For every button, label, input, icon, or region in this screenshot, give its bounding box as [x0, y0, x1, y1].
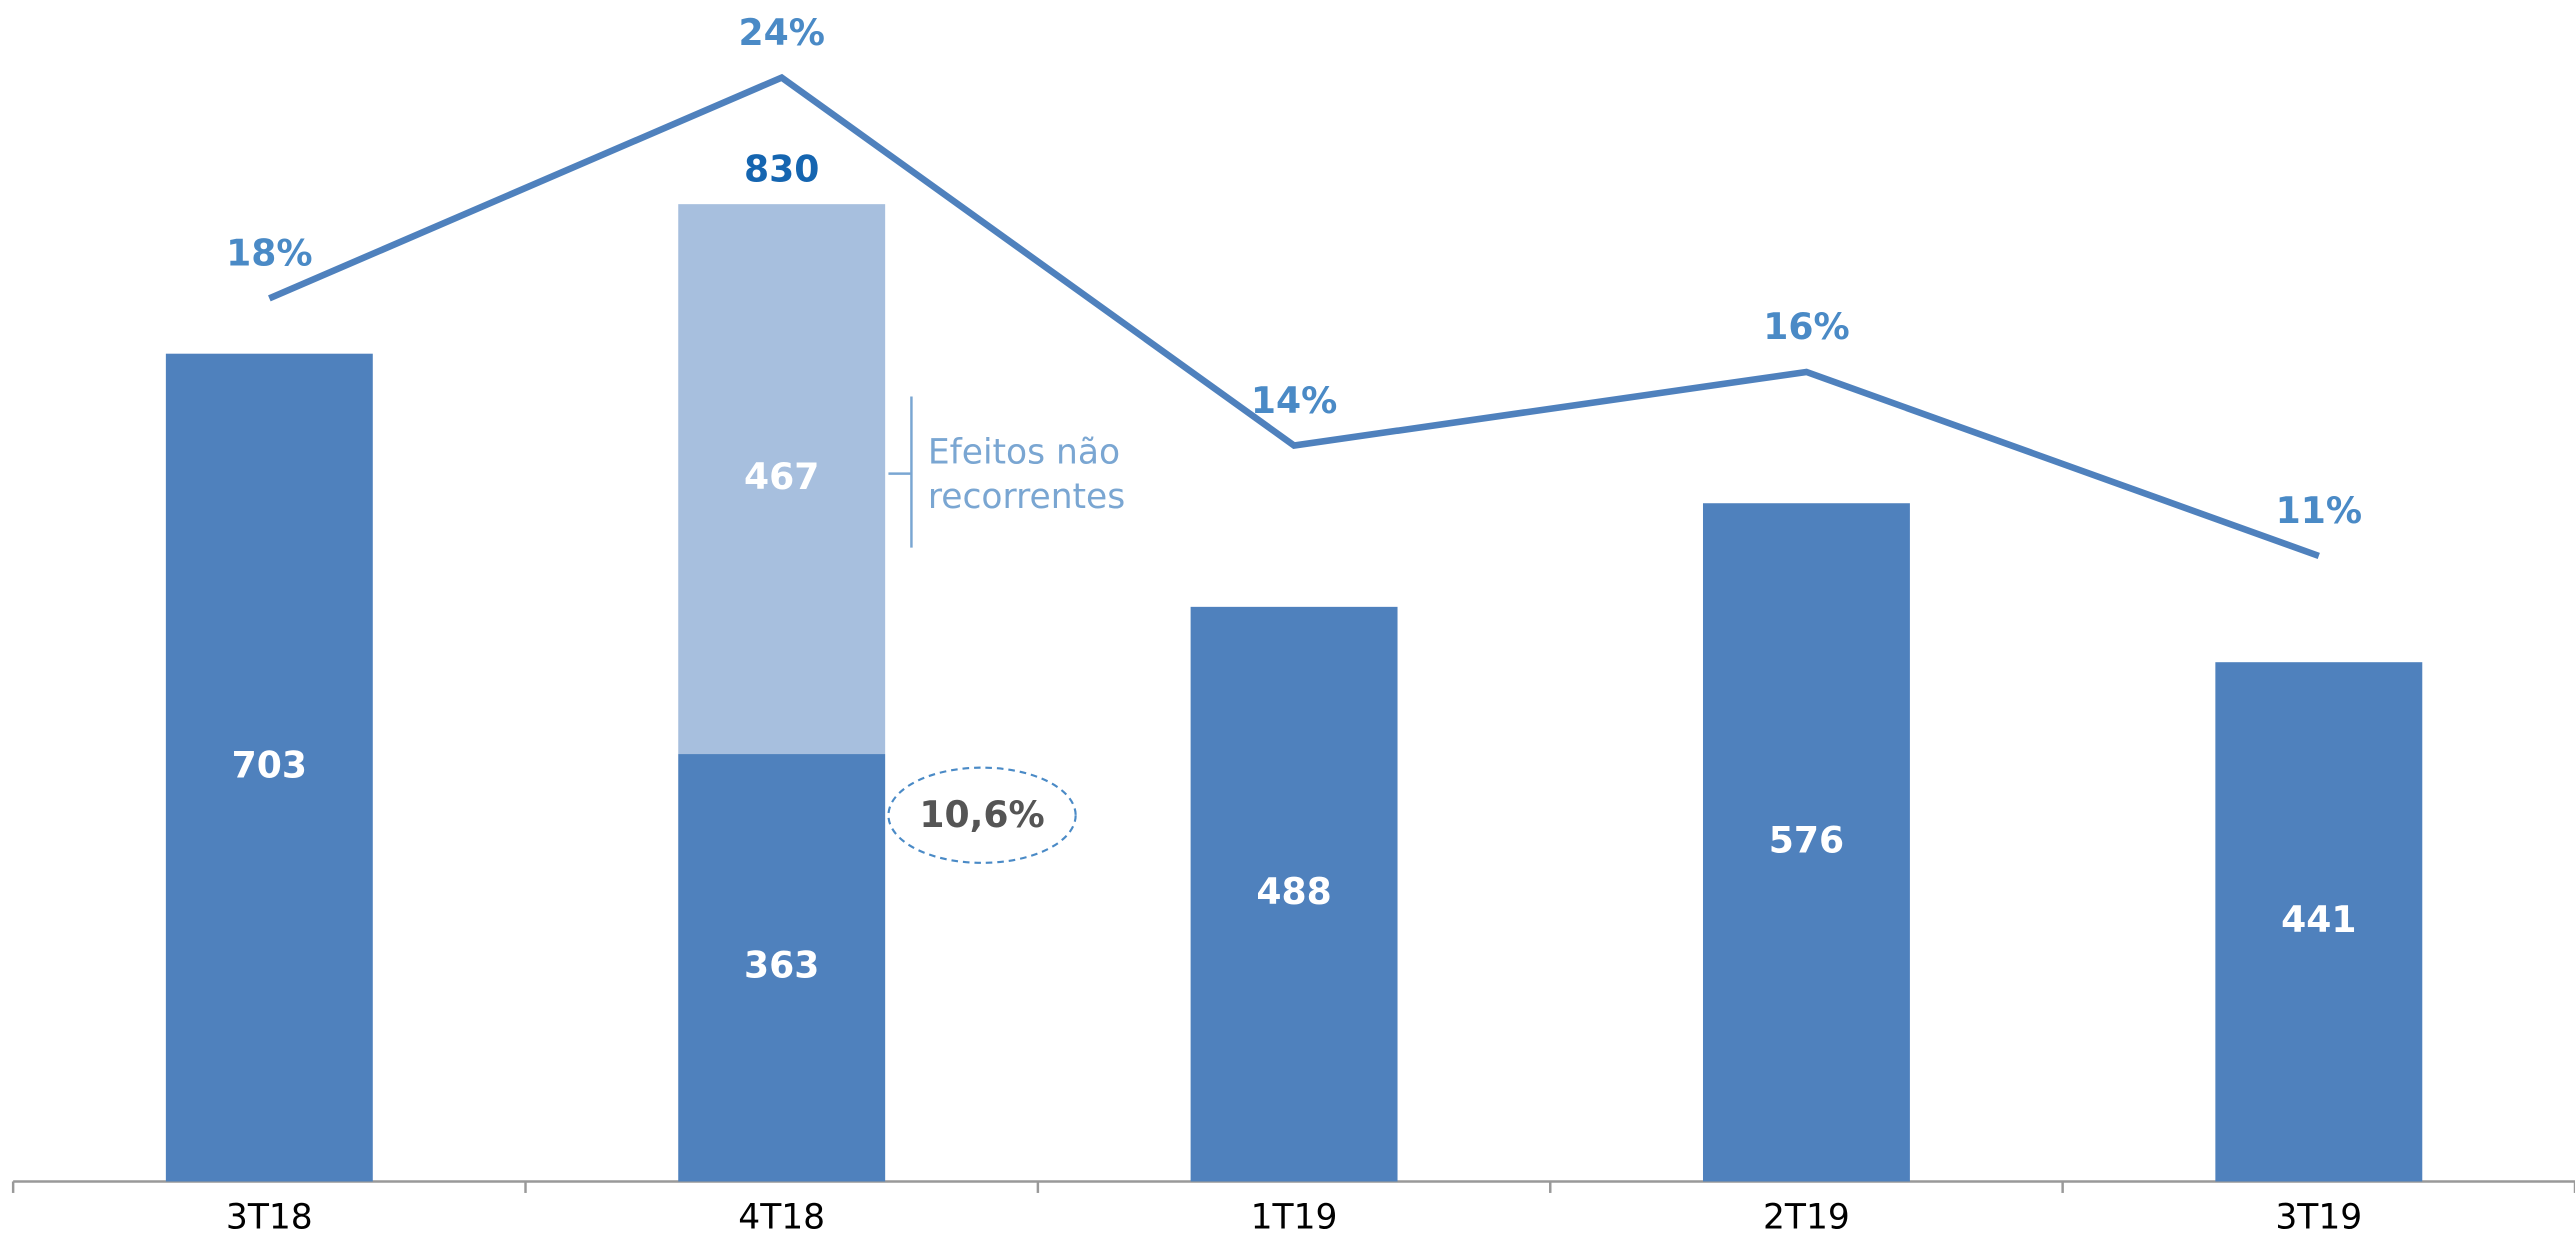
bar	[165, 353, 373, 1182]
bracket	[888, 396, 913, 548]
bar	[2215, 662, 2423, 1182]
line-label: 24%	[738, 11, 824, 54]
total-label: 830	[744, 147, 819, 190]
bar	[678, 204, 886, 755]
bar	[1702, 503, 1910, 1182]
line-label: 18%	[226, 232, 312, 275]
bar-label: 703	[232, 744, 307, 787]
bar-label: 441	[2281, 898, 2356, 941]
x-tick-label: 2T19	[1763, 1198, 1850, 1238]
bar-label: 488	[1256, 870, 1331, 913]
bar-label: 467	[744, 455, 819, 498]
line	[268, 73, 2320, 560]
x-tick-label: 1T19	[1251, 1198, 1338, 1238]
x-tick-label: 3T18	[226, 1198, 313, 1238]
line-label: 16%	[1763, 305, 1849, 348]
annotation: Efeitos não	[928, 432, 1120, 472]
bar	[1190, 606, 1398, 1182]
annotation: recorrentes	[928, 477, 1125, 517]
annotation: 10,6%	[919, 793, 1044, 836]
bar-label: 363	[744, 944, 819, 987]
line-label: 11%	[2276, 489, 2362, 532]
bar-label: 576	[1769, 818, 1844, 861]
line-label: 14%	[1251, 379, 1337, 422]
highlight-circle	[887, 766, 1077, 864]
x-tick-label: 4T18	[738, 1198, 825, 1238]
bar	[678, 754, 886, 1182]
x-tick-label: 3T19	[2275, 1198, 2362, 1238]
